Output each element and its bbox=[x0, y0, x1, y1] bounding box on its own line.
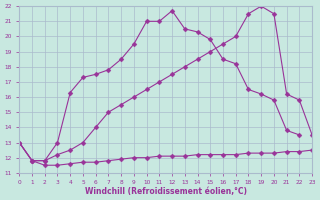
X-axis label: Windchill (Refroidissement éolien,°C): Windchill (Refroidissement éolien,°C) bbox=[85, 187, 247, 196]
